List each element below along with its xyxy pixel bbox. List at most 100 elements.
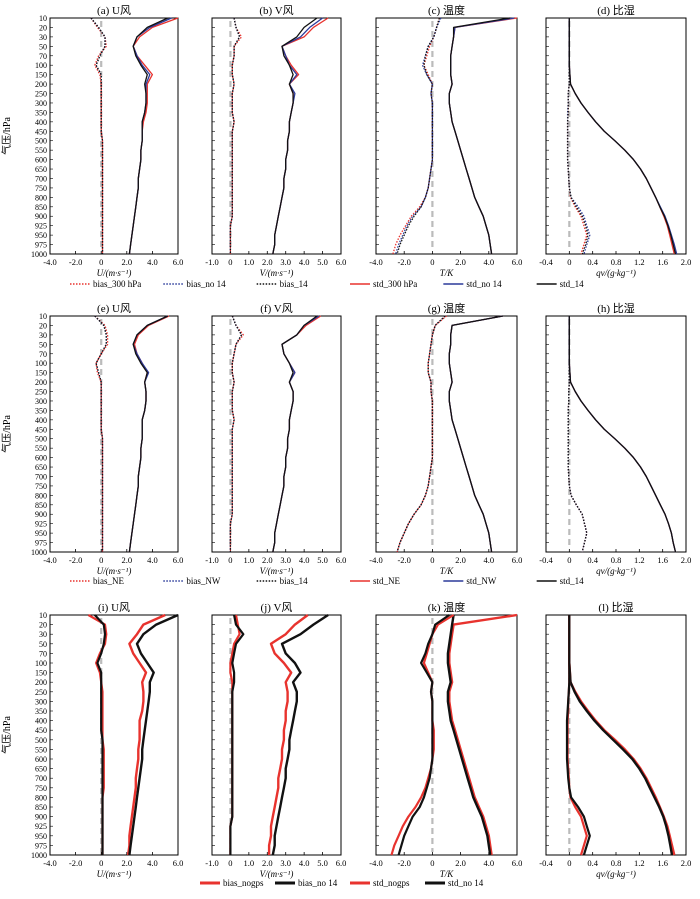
x-axis-label: U/(m·s⁻¹) (97, 869, 132, 879)
y-tick-label: 750 (35, 184, 47, 193)
panel-f: (f) V风 -1.0 0 1.0 2.0 3.0 4.0 5.0 6.0 V/(m·s⁻¹) (205, 302, 346, 576)
y-tick-label: 30 (39, 331, 47, 340)
x-tick-label: -0.4 (539, 257, 553, 267)
y-axis-title: 气压/hPa (0, 716, 13, 754)
y-tick-label: 20 (39, 321, 47, 330)
panel-j: (j) V风 -1.0 0 1.0 2.0 3.0 4.0 5.0 6.0 V/(m·s⁻¹) (205, 601, 346, 879)
bias-series-line (565, 615, 591, 856)
y-tick-label: 850 (35, 803, 47, 812)
legend-label: std_nogps (373, 878, 410, 888)
x-tick-label: 2.0 (455, 858, 466, 868)
legend-label: std_300 hPa (373, 279, 417, 289)
legend-label: std_no 14 (466, 279, 502, 289)
y-tick-label: 600 (35, 755, 47, 764)
x-tick-label: 0.4 (587, 858, 598, 868)
y-tick-label: 400 (35, 717, 47, 726)
panel-title: (d) 比湿 (597, 4, 635, 17)
x-tick-label: 5.0 (317, 555, 328, 565)
x-tick-label: 1.2 (634, 555, 645, 565)
x-tick-label: 6.0 (512, 858, 523, 868)
x-tick-label: 0 (430, 858, 434, 868)
y-axis-title: 气压/hPa (0, 117, 13, 155)
y-tick-label: 150 (35, 669, 47, 678)
std-series-line (272, 315, 320, 553)
x-tick-label: 3.0 (280, 555, 291, 565)
y-tick-label: 800 (35, 491, 47, 500)
y-tick-label: 450 (35, 425, 47, 434)
y-tick-label: 650 (35, 165, 47, 174)
y-tick-label: 550 (35, 146, 47, 155)
x-axis-label: qv/(g·kg⁻¹) (596, 268, 636, 278)
legend-label: bias_300 hPa (93, 279, 141, 289)
bias-series-line (94, 315, 109, 552)
panel-k: (k) 温度 -4.0 -2.0 0 2.0 4.0 6.0 T/K (369, 600, 522, 879)
y-tick-label: 50 (39, 640, 47, 649)
bias-series-line (567, 316, 588, 553)
x-tick-label: 2.0 (681, 858, 692, 868)
panel-l: (l) 比湿 -0.4 0 0.4 0.8 1.2 1.6 2.0 qv/(g·kg⁻¹) (539, 601, 691, 879)
x-tick-label: 4.0 (483, 555, 494, 565)
x-tick-label: 1.0 (244, 555, 255, 565)
legend-label: bias_14 (280, 576, 308, 586)
y-tick-label: 600 (35, 156, 47, 165)
x-axis-label: V/(m·s⁻¹) (260, 566, 294, 576)
x-tick-label: -4.0 (43, 555, 56, 565)
x-tick-label: 2.0 (121, 858, 132, 868)
x-tick-label: -1.0 (205, 858, 218, 868)
y-tick-label: 900 (35, 212, 47, 221)
y-tick-label: 300 (35, 397, 47, 406)
x-tick-label: 2.0 (455, 555, 466, 565)
y-tick-label: 250 (35, 90, 47, 99)
x-tick-label: 1.0 (244, 257, 255, 267)
x-tick-label: 4.0 (299, 257, 310, 267)
x-tick-label: 6.0 (336, 555, 347, 565)
x-tick-label: 0 (228, 555, 232, 565)
x-tick-label: -4.0 (369, 257, 382, 267)
x-axis-label: T/K (440, 869, 455, 879)
bias-series-line (396, 315, 446, 553)
panel-title: (b) V风 (259, 4, 293, 17)
bias-series-line (390, 614, 455, 856)
x-tick-label: 1.6 (657, 858, 668, 868)
x-tick-label: 0.8 (611, 555, 622, 565)
x-tick-label: 6.0 (173, 858, 184, 868)
x-tick-label: 0 (99, 555, 103, 565)
y-tick-label: 150 (35, 369, 47, 378)
x-axis-label: U/(m·s⁻¹) (97, 268, 132, 278)
x-tick-label: 0.8 (611, 257, 622, 267)
x-tick-label: 1.2 (634, 257, 645, 267)
y-tick-label: 20 (39, 23, 47, 32)
y-tick-label: 975 (35, 539, 47, 548)
y-tick-label: 30 (39, 33, 47, 42)
y-tick-label: 70 (39, 52, 47, 61)
x-tick-label: -4.0 (43, 858, 56, 868)
std-series-line (272, 17, 323, 255)
x-tick-label: -2.0 (397, 555, 410, 565)
x-tick-label: 1.6 (657, 555, 668, 565)
legend-label: bias_14 (280, 279, 308, 289)
y-tick-label: 50 (39, 340, 47, 349)
y-tick-label: 500 (35, 435, 47, 444)
bias-series-line (566, 18, 591, 255)
std-series-line (272, 315, 318, 553)
panel-title: (f) V风 (260, 302, 292, 315)
x-axis-label: U/(m·s⁻¹) (97, 566, 132, 576)
bias-series-line (567, 316, 588, 553)
std-series-line (128, 613, 179, 856)
y-tick-label: 350 (35, 406, 47, 415)
x-tick-label: 2.0 (455, 257, 466, 267)
y-tick-label: 400 (35, 416, 47, 425)
std-series-line (272, 17, 329, 255)
panel-title: (l) 比湿 (598, 601, 633, 614)
y-tick-label: 925 (35, 822, 47, 831)
std-series-line (448, 17, 515, 255)
x-tick-label: -1.0 (205, 555, 218, 565)
y-tick-label: 100 (35, 359, 47, 368)
std-series-line (272, 17, 318, 255)
x-tick-label: 3.0 (280, 257, 291, 267)
y-tick-label: 1000 (31, 548, 47, 557)
plot-frame (545, 315, 687, 553)
x-tick-label: -4.0 (369, 555, 382, 565)
y-tick-label: 400 (35, 118, 47, 127)
panel-a: (a) U风-4.0 -2.0 0 2.0 4.0 6.0U/(m·s⁻¹)1020305… (31, 4, 183, 278)
